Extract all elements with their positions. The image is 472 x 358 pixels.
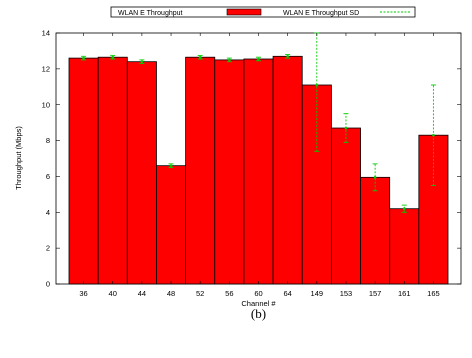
figure-caption: (b): [251, 306, 266, 321]
x-tick-label-64: 64: [283, 289, 291, 298]
x-axis: 36 40 44 48 52 56 60 64 149 153 157 161 165: [79, 33, 440, 298]
bar-157: [360, 176, 391, 285]
x-tick-label-157: 157: [369, 289, 382, 298]
x-tick-label-40: 40: [109, 289, 117, 298]
bar-48: [156, 165, 187, 285]
x-tick-label-165: 165: [427, 289, 440, 298]
x-tick-label-60: 60: [254, 289, 262, 298]
errorbar-point-56: [228, 58, 231, 62]
errorbar-point-40: [111, 55, 115, 59]
y-tick-label-0: 0: [46, 280, 50, 289]
y-tick-label-10: 10: [42, 100, 50, 109]
bar-153: [330, 127, 361, 285]
bar-52: [185, 56, 216, 285]
x-tick-label-52: 52: [196, 289, 204, 298]
x-tick-label-149: 149: [311, 289, 324, 298]
bar-56: [214, 59, 245, 285]
x-tick-label-161: 161: [398, 289, 411, 298]
x-tick-label-48: 48: [167, 289, 175, 298]
errorbar-point-52: [198, 55, 202, 59]
bar-36: [68, 57, 99, 285]
legend-box: [110, 6, 416, 18]
y-axis: 0 2 4 6 8 10 12 14: [42, 29, 461, 289]
legend: WLAN E Throughput WLAN E Throughput SD: [110, 6, 416, 18]
bar-161: [389, 208, 420, 285]
errorbar-point-157: [373, 176, 377, 179]
errorbar-point-153: [344, 126, 348, 130]
y-tick-label-2: 2: [46, 244, 50, 253]
x-tick-label-153: 153: [340, 289, 353, 298]
errorbar-point-165: [432, 133, 435, 137]
errorbar-point-44: [140, 60, 144, 63]
errorbar-point-161: [402, 207, 406, 210]
errorbar-point-48: [169, 164, 173, 167]
bar-64: [272, 55, 303, 285]
bar-40: [97, 56, 128, 285]
errorbar-point-64: [286, 55, 289, 58]
y-tick-label-14: 14: [42, 29, 50, 38]
bar-44: [126, 61, 157, 285]
y-tick-label-6: 6: [46, 172, 50, 181]
legend-swatch-throughput: [226, 8, 262, 16]
y-axis-label: Throughput (Mbps): [14, 126, 23, 190]
x-tick-label-56: 56: [225, 289, 233, 298]
errorbar-point-149: [315, 83, 319, 87]
errorbar-point-60: [257, 57, 260, 61]
legend-label-throughput: WLAN E Throughput: [118, 10, 183, 17]
x-tick-label-36: 36: [79, 289, 87, 298]
errorbars-layer: [81, 32, 436, 213]
bar-165: [418, 134, 449, 285]
legend-label-sd: WLAN E Throughput SD: [283, 10, 359, 17]
y-tick-label-12: 12: [42, 64, 50, 73]
y-tick-label-8: 8: [46, 136, 50, 145]
y-tick-label-4: 4: [46, 208, 50, 217]
x-tick-label-44: 44: [138, 289, 146, 298]
x-axis-label: Channel #: [241, 299, 276, 308]
bar-60: [243, 58, 274, 285]
bars-layer: [68, 55, 449, 285]
errorbar-point-36: [82, 56, 85, 60]
